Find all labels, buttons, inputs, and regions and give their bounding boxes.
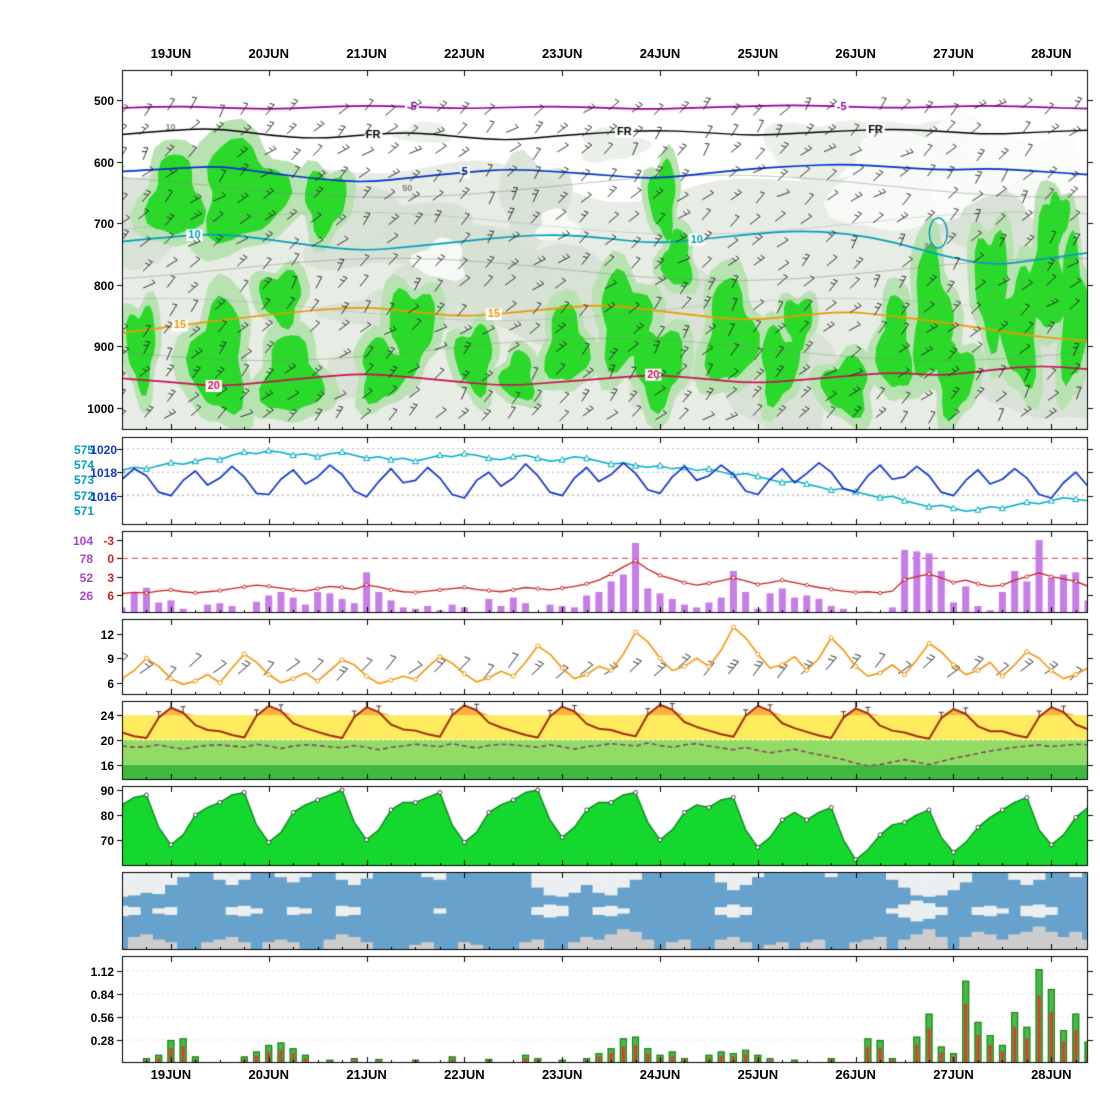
meteogram-canvas xyxy=(0,0,1100,1100)
meteogram-figure: GFS 0~10day 3-hourly for VOHEMAR (50E, 1… xyxy=(0,0,1100,1100)
